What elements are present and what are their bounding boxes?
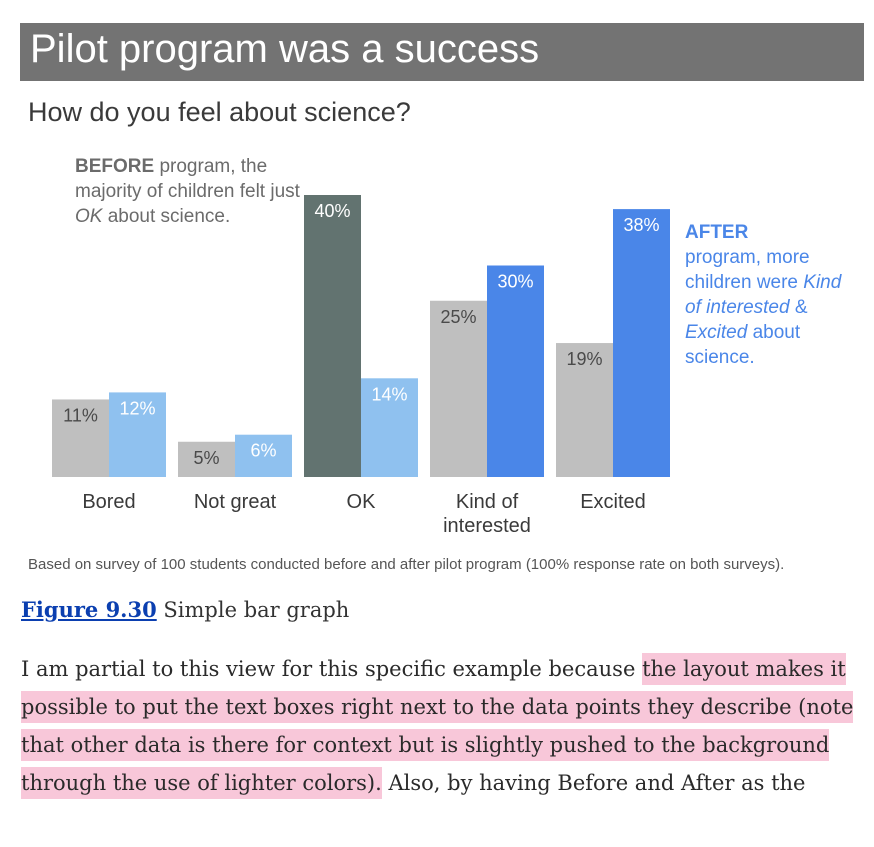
figure-caption: Figure 9.30 Simple bar graph [21,597,349,622]
before-annotation-bold: BEFORE [75,156,155,177]
category-label-bored: Bored [82,491,135,513]
bar-chart: 11% 12% Bored 5% 6% Not great 40% 14% OK 25% 30% Ki… [52,195,670,537]
category-label-excited: Excited [580,491,646,513]
after-annotation-em1: Kind of interested [685,272,842,318]
before-annotation-text: program, the majority of children felt j… [75,156,300,202]
bar-before-ok [304,195,361,477]
category-label-kind-of-interested: Kind of interested [443,491,531,537]
before-annotation-tail: about science. [102,206,231,227]
label-after-ok: 14% [371,384,407,404]
chart-footnote: Based on survey of 100 students conducte… [28,556,785,573]
category-label-ok: OK [347,491,377,513]
after-annotation-tail: about science. [685,322,801,368]
after-annotation-em2: Excited [685,322,748,343]
bar-after-kind-of-interested [487,265,544,477]
chart-title-banner: Pilot program was a success [20,23,864,81]
label-before-bored: 11% [63,405,98,425]
bar-before-bored [52,399,109,477]
body-text-part2: Also, by having Before and After as the [381,771,806,795]
chart-title: Pilot program was a success [30,27,540,71]
bar-after-ok [361,378,418,477]
after-annotation-bold: AFTER [685,222,749,243]
figure-caption-text: Simple bar graph [156,598,350,622]
bar-before-kind-of-interested [430,300,487,477]
after-annotation-text: program, more children were [685,247,810,293]
label-after-bored: 12% [119,398,155,418]
bar-after-not-great [235,434,292,477]
bar-after-bored [109,392,166,477]
chart-subtitle: How do you feel about science? [28,97,411,127]
label-before-ok: 40% [314,201,350,221]
label-before-kind-of-interested: 25% [440,307,476,327]
bar-before-not-great [178,441,235,477]
before-annotation-em: OK [75,206,103,227]
bar-group: 11% 12% Bored 5% 6% Not great 40% 14% OK 25% 30% Ki… [52,195,670,537]
label-after-not-great: 6% [250,441,276,461]
before-annotation: BEFORE program, the majority of children… [75,154,305,229]
label-before-excited: 19% [566,349,602,369]
figure-link[interactable]: Figure 9.30 [21,597,157,622]
body-text-part1: I am partial to this view for this speci… [21,657,643,681]
label-after-excited: 38% [623,215,659,235]
after-annotation: AFTER program, more children were Kind of… [685,220,845,370]
bar-before-excited [556,343,613,477]
body-paragraph: I am partial to this view for this speci… [21,650,856,802]
category-label-not-great: Not great [194,491,277,513]
label-before-not-great: 5% [193,448,219,468]
bar-after-excited [613,209,670,477]
after-annotation-amp: & [789,297,808,318]
label-after-kind-of-interested: 30% [497,272,533,292]
